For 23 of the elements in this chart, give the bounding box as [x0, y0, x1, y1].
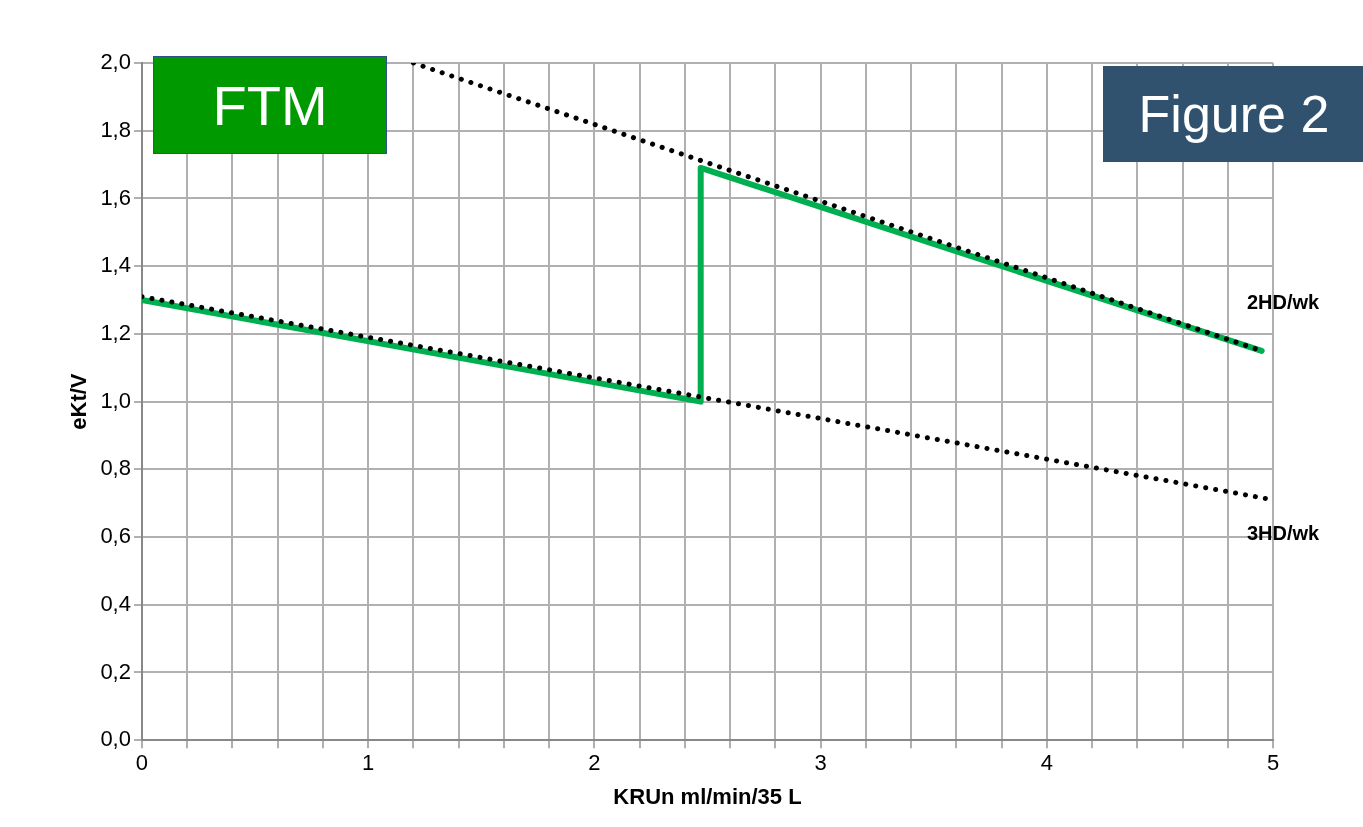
y-tick-label: 1,8 — [100, 116, 131, 142]
y-tick-label: 2,0 — [100, 49, 131, 75]
x-tick-label: 0 — [135, 750, 149, 776]
y-tick-label: 1,2 — [100, 319, 131, 345]
y-tick-label: 0,4 — [100, 590, 131, 616]
series-label: 3HD/wk — [1246, 521, 1320, 544]
y-tick-label: 0,0 — [100, 726, 131, 752]
y-tick-label: 1,4 — [100, 252, 131, 278]
x-axis-title: KRUn ml/min/35 L — [613, 783, 802, 809]
series-label: 2HD/wk — [1246, 290, 1320, 313]
y-tick-label: 0,6 — [100, 523, 131, 549]
x-tick-label: 4 — [1040, 750, 1053, 776]
x-tick-label: 3 — [814, 750, 827, 776]
y-tick-label: 1,6 — [100, 184, 131, 210]
y-tick-label: 1,0 — [100, 387, 131, 413]
y-axis-title: eKt/V — [66, 373, 92, 430]
annotation: Figure 2 — [1103, 66, 1363, 162]
y-tick-label: 0,2 — [100, 658, 131, 684]
x-tick-label: 1 — [362, 750, 375, 776]
annotation: FTM — [153, 56, 387, 154]
x-tick-label: 5 — [1266, 750, 1280, 776]
y-tick-label: 0,8 — [100, 455, 131, 481]
x-tick-label: 2 — [588, 750, 601, 776]
